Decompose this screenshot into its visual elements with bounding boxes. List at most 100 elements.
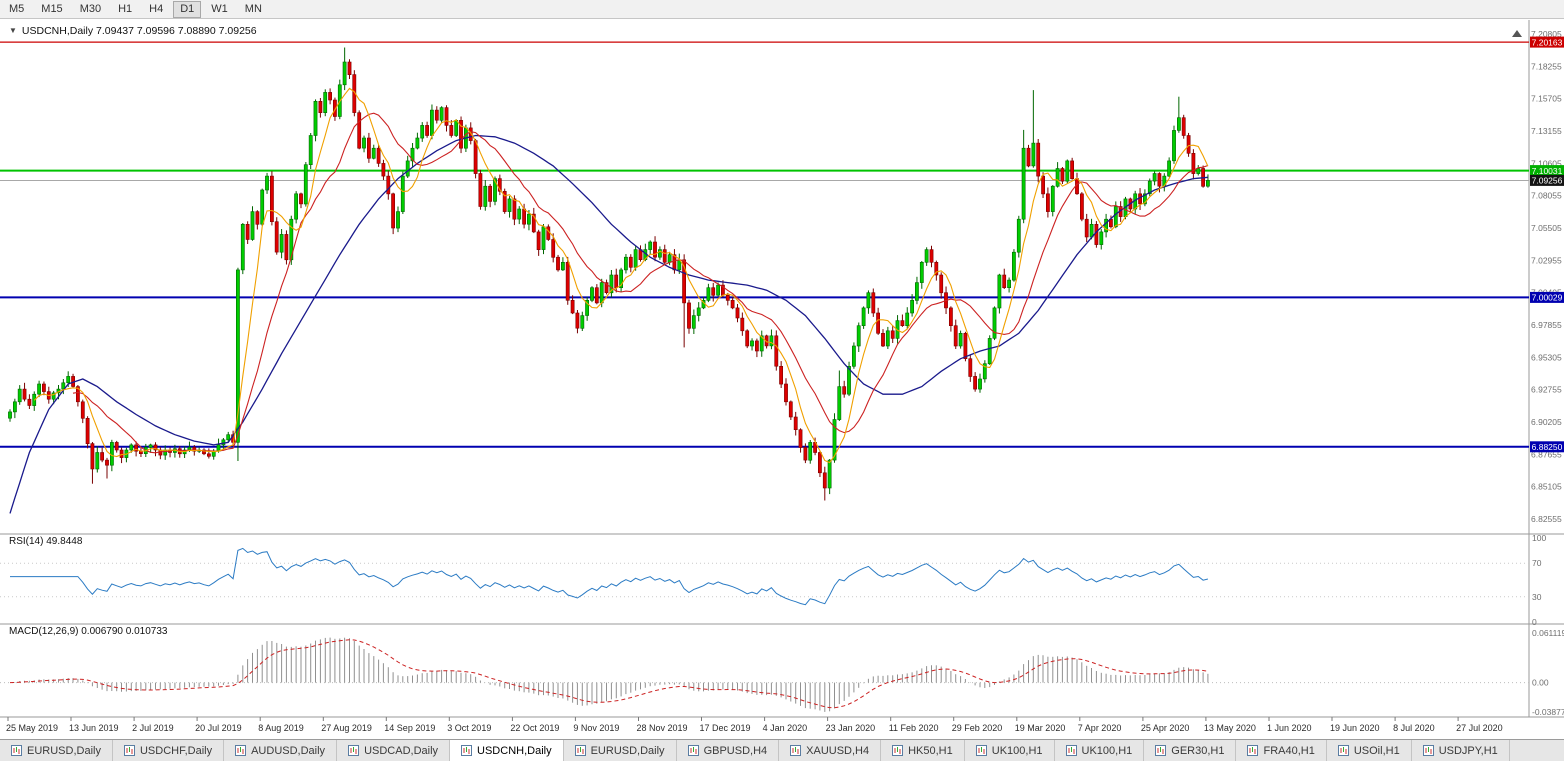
time-axis-label: 25 Apr 2020: [1141, 723, 1190, 733]
price-axis-label: 7.10605: [1531, 158, 1562, 168]
rsi-axis-label: 30: [1532, 592, 1542, 602]
svg-text:7.00029: 7.00029: [1532, 293, 1563, 303]
tab-usoil-h1[interactable]: USOil,H1: [1326, 740, 1412, 761]
svg-text:7.10031: 7.10031: [1532, 166, 1563, 176]
tab-chart-icon: [574, 745, 586, 756]
macd-histogram: [14, 637, 1209, 712]
tab-label: EURUSD,Daily: [590, 744, 665, 757]
time-axis-label: 28 Nov 2019: [637, 723, 688, 733]
timeframe-mn-button[interactable]: MN: [244, 2, 262, 15]
tab-xauusd-h4[interactable]: XAUUSD,H4: [779, 740, 882, 761]
macd-indicator-label: MACD(12,26,9) 0.006790 0.010733: [7, 626, 170, 637]
tab-label: GBPUSD,H4: [703, 744, 768, 757]
time-axis-label: 25 May 2019: [6, 723, 58, 733]
price-axis-label: 7.05505: [1531, 223, 1562, 233]
price-axis-label: 7.20805: [1531, 29, 1562, 39]
time-axis-label: 27 Jul 2020: [1456, 723, 1503, 733]
price-badge-7.09256: 7.09256: [1530, 174, 1564, 186]
tab-eurusd-daily[interactable]: EURUSD,Daily: [0, 740, 113, 761]
price-badge-7.00029: 7.00029: [1530, 291, 1564, 303]
price-axis-label: 6.87655: [1531, 449, 1562, 459]
price-axis-label: 7.15705: [1531, 94, 1562, 104]
tab-uk100-h1[interactable]: UK100,H1: [964, 740, 1055, 761]
time-axis-label: 29 Feb 2020: [952, 723, 1003, 733]
tab-fra40-h1[interactable]: FRA40,H1: [1236, 740, 1327, 761]
price-badge-6.88250: 6.88250: [1530, 441, 1564, 453]
tab-eurusd-daily[interactable]: EURUSD,Daily: [563, 740, 677, 761]
time-axis-label: 22 Oct 2019: [510, 723, 559, 733]
tab-usdcnh-daily[interactable]: USDCNH,Daily: [450, 740, 564, 761]
tab-label: USDCNH,Daily: [477, 744, 552, 757]
tab-chart-icon: [1065, 745, 1077, 756]
time-axis-label: 27 Aug 2019: [321, 723, 372, 733]
timeframe-h4-button[interactable]: H4: [149, 2, 164, 15]
time-axis-label: 7 Apr 2020: [1078, 723, 1122, 733]
price-axis-label: 6.90205: [1531, 417, 1562, 427]
tab-label: GER30,H1: [1171, 744, 1225, 757]
chart-title-text: USDCNH,Daily 7.09437 7.09596 7.08890 7.0…: [21, 25, 257, 37]
tab-label: USDCHF,Daily: [139, 744, 213, 757]
time-axis-label: 3 Oct 2019: [447, 723, 491, 733]
svg-text:7.09256: 7.09256: [1532, 176, 1563, 186]
time-axis[interactable]: 25 May 2019 13 Jun 2019 2 Jul 2019 20 Jul 2…: [6, 717, 1503, 733]
tab-usdjpy-h1[interactable]: USDJPY,H1: [1411, 740, 1510, 761]
tab-label: FRA40,H1: [1263, 744, 1315, 757]
price-axis[interactable]: 7.20805 7.18255 7.15705 7.13155 7.10605 7.080…: [1530, 29, 1564, 524]
rsi-indicator-label: RSI(14) 49.8448: [7, 536, 85, 547]
tab-chart-icon: [687, 745, 699, 756]
timeframe-m15-button[interactable]: M15: [41, 2, 63, 15]
tab-label: XAUUSD,H4: [806, 744, 870, 757]
price-axis-label: 7.18255: [1531, 61, 1562, 71]
timeframe-w1-button[interactable]: W1: [211, 2, 228, 15]
timeframe-d1-button[interactable]: D1: [173, 0, 202, 18]
time-axis-label: 23 Jan 2020: [826, 723, 876, 733]
time-axis-label: 9 Nov 2019: [573, 723, 619, 733]
tab-chart-icon: [11, 745, 22, 756]
horizontal-lines[interactable]: [0, 41, 1529, 448]
time-axis-label: 14 Sep 2019: [384, 723, 435, 733]
tab-chart-icon: [975, 745, 987, 756]
tab-gbpusd-h4[interactable]: GBPUSD,H4: [676, 740, 780, 761]
tab-chart-icon: [1155, 745, 1167, 756]
time-axis-label: 1 Jun 2020: [1267, 723, 1312, 733]
ma-mid-line: [72, 112, 1209, 454]
symbol-tab-bar: EURUSD,Daily USDCHF,Daily AUDUSD,Daily USDC…: [0, 739, 1564, 761]
timeframe-m5-button[interactable]: M5: [9, 2, 25, 15]
chart-collapse-icon[interactable]: ▼: [9, 26, 17, 35]
svg-text:6.88250: 6.88250: [1532, 442, 1563, 452]
tab-chart-icon: [790, 745, 802, 756]
time-axis-label: 11 Feb 2020: [889, 723, 939, 733]
time-axis-label: 17 Dec 2019: [700, 723, 751, 733]
chart-scroll-icon[interactable]: [1512, 30, 1522, 37]
tab-chart-icon: [235, 745, 247, 756]
tab-usdcad-daily[interactable]: USDCAD,Daily: [337, 740, 451, 761]
tab-usdchf-daily[interactable]: USDCHF,Daily: [112, 740, 225, 761]
tab-chart-icon: [1247, 745, 1259, 756]
tab-audusd-daily[interactable]: AUDUSD,Daily: [224, 740, 338, 761]
time-axis-label: 8 Aug 2019: [258, 723, 304, 733]
time-axis-label: 8 Jul 2020: [1393, 723, 1435, 733]
tab-label: UK100,H1: [1081, 744, 1133, 757]
macd-axis-label: 0.061119: [1532, 628, 1564, 638]
tab-label: EURUSD,Daily: [27, 744, 101, 757]
rsi-pane: 100 70 30 0: [0, 533, 1546, 627]
timeframe-m30-button[interactable]: M30: [79, 2, 102, 15]
tab-hk50-h1[interactable]: HK50,H1: [881, 740, 965, 761]
time-axis-label: 4 Jan 2020: [763, 723, 808, 733]
timeframe-h1-button[interactable]: H1: [118, 2, 133, 15]
tab-uk100-h1[interactable]: UK100,H1: [1054, 740, 1145, 761]
tab-ger30-h1[interactable]: GER30,H1: [1144, 740, 1237, 761]
price-badge-7.10031: 7.10031: [1530, 165, 1564, 177]
rsi-axis-label: 70: [1532, 558, 1542, 568]
time-axis-label: 13 Jun 2019: [69, 723, 119, 733]
tab-label: USDCAD,Daily: [364, 744, 439, 757]
time-axis-label: 19 Mar 2020: [1015, 723, 1066, 733]
price-badge-7.20163: 7.20163: [1530, 36, 1564, 48]
price-axis-label: 7.02955: [1531, 255, 1562, 265]
price-axis-label: 7.08055: [1531, 191, 1562, 201]
ma-slow-line: [9, 134, 1208, 514]
